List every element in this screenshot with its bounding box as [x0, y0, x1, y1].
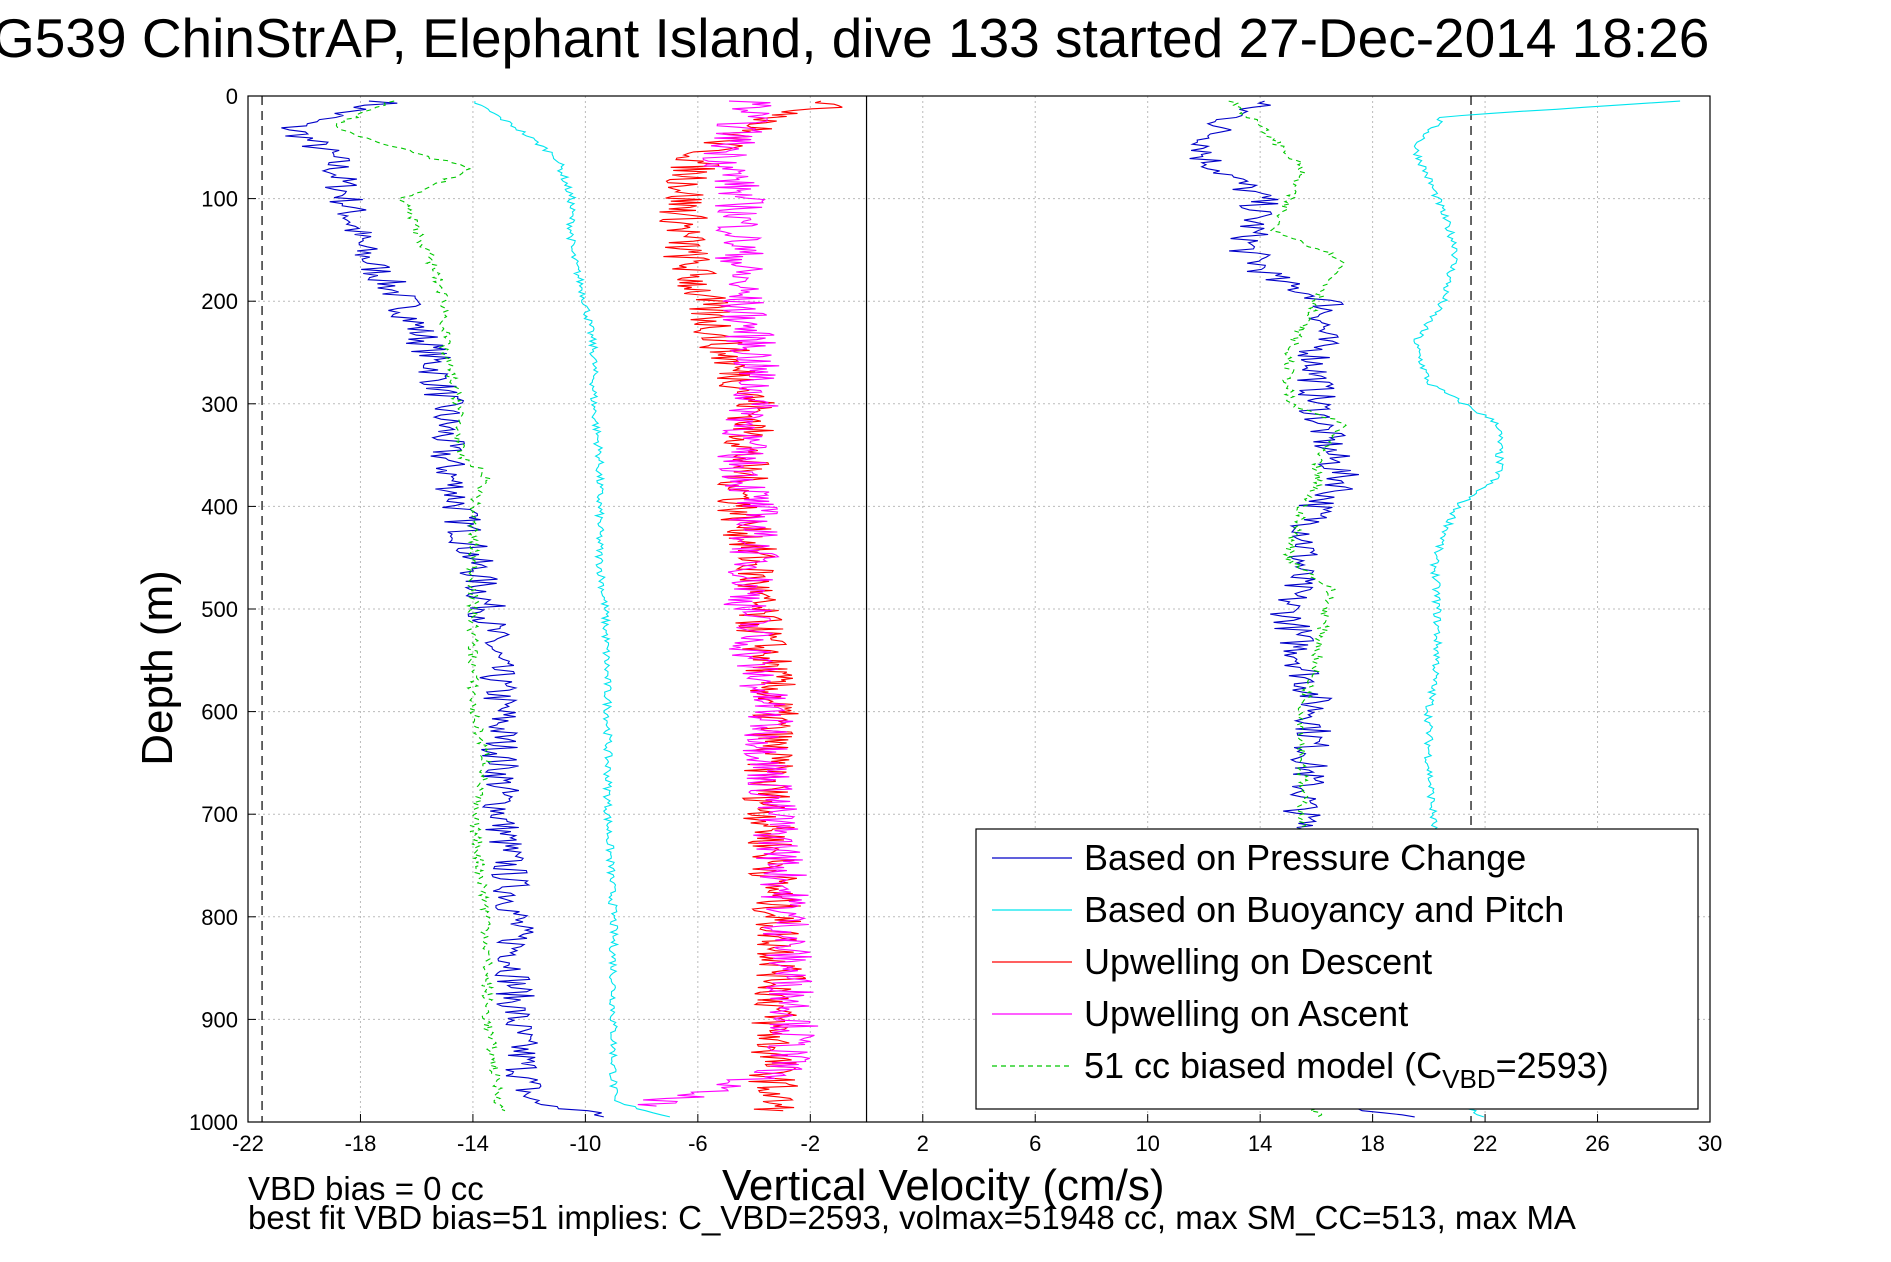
y-axis-label: Depth (m) — [133, 570, 182, 766]
series-1-descent-line — [281, 100, 604, 1118]
y-tick-label: 400 — [201, 494, 238, 519]
y-tick-label: 300 — [201, 392, 238, 417]
series-4-line — [637, 100, 819, 1107]
legend-box — [975, 828, 1699, 1110]
y-tick-label: 0 — [226, 84, 238, 109]
x-tick-label: -2 — [801, 1131, 821, 1156]
x-tick-label: -6 — [688, 1131, 708, 1156]
legend-label: Upwelling on Descent — [1084, 941, 1432, 982]
x-tick-label: -18 — [345, 1131, 377, 1156]
x-tick-label: 22 — [1473, 1131, 1497, 1156]
x-tick-label: -22 — [232, 1131, 264, 1156]
legend-label: 51 cc biased model (CVBD=2593) — [1084, 1045, 1609, 1094]
series-5-ascent-line — [1228, 100, 1347, 1118]
y-tick-label: 100 — [201, 187, 238, 212]
y-tick-label: 800 — [201, 905, 238, 930]
legend-label: Based on Buoyancy and Pitch — [1084, 889, 1564, 930]
chart-title: G539 ChinStrAP, Elephant Island, dive 13… — [0, 7, 1710, 69]
y-tick-label: 200 — [201, 289, 238, 314]
y-tick-label: 700 — [201, 802, 238, 827]
x-tick-label: 26 — [1585, 1131, 1609, 1156]
y-tick-label: 900 — [201, 1007, 238, 1032]
series-5-descent-line — [335, 100, 506, 1112]
x-tick-label: 10 — [1135, 1131, 1159, 1156]
vbd-bias-text: VBD bias = 0 cc — [248, 1170, 484, 1207]
legend-label: Based on Pressure Change — [1084, 837, 1526, 878]
y-tick-label: 1000 — [189, 1110, 238, 1135]
tick-labels: -22 -18 -14 -10 -6 -2 2 6 10 14 18 22 26 300100200300… — [189, 84, 1722, 1156]
best-fit-text: best fit VBD bias=51 implies: C_VBD=2593… — [248, 1199, 1576, 1236]
x-tick-label: 14 — [1248, 1131, 1272, 1156]
series-2-descent-line — [474, 101, 671, 1118]
x-tick-label: 6 — [1029, 1131, 1041, 1156]
y-tick-label: 500 — [201, 597, 238, 622]
x-tick-label: -10 — [569, 1131, 601, 1156]
y-tick-label: 600 — [201, 700, 238, 725]
x-tick-label: 2 — [917, 1131, 929, 1156]
legend-label: Upwelling on Ascent — [1084, 993, 1408, 1034]
x-tick-label: 30 — [1698, 1131, 1722, 1156]
x-tick-label: -14 — [457, 1131, 489, 1156]
x-axis-label: Vertical Velocity (cm/s) — [722, 1161, 1165, 1210]
legend: Based on Pressure Change Based on Buoyanc… — [975, 828, 1699, 1110]
x-tick-label: 18 — [1360, 1131, 1384, 1156]
